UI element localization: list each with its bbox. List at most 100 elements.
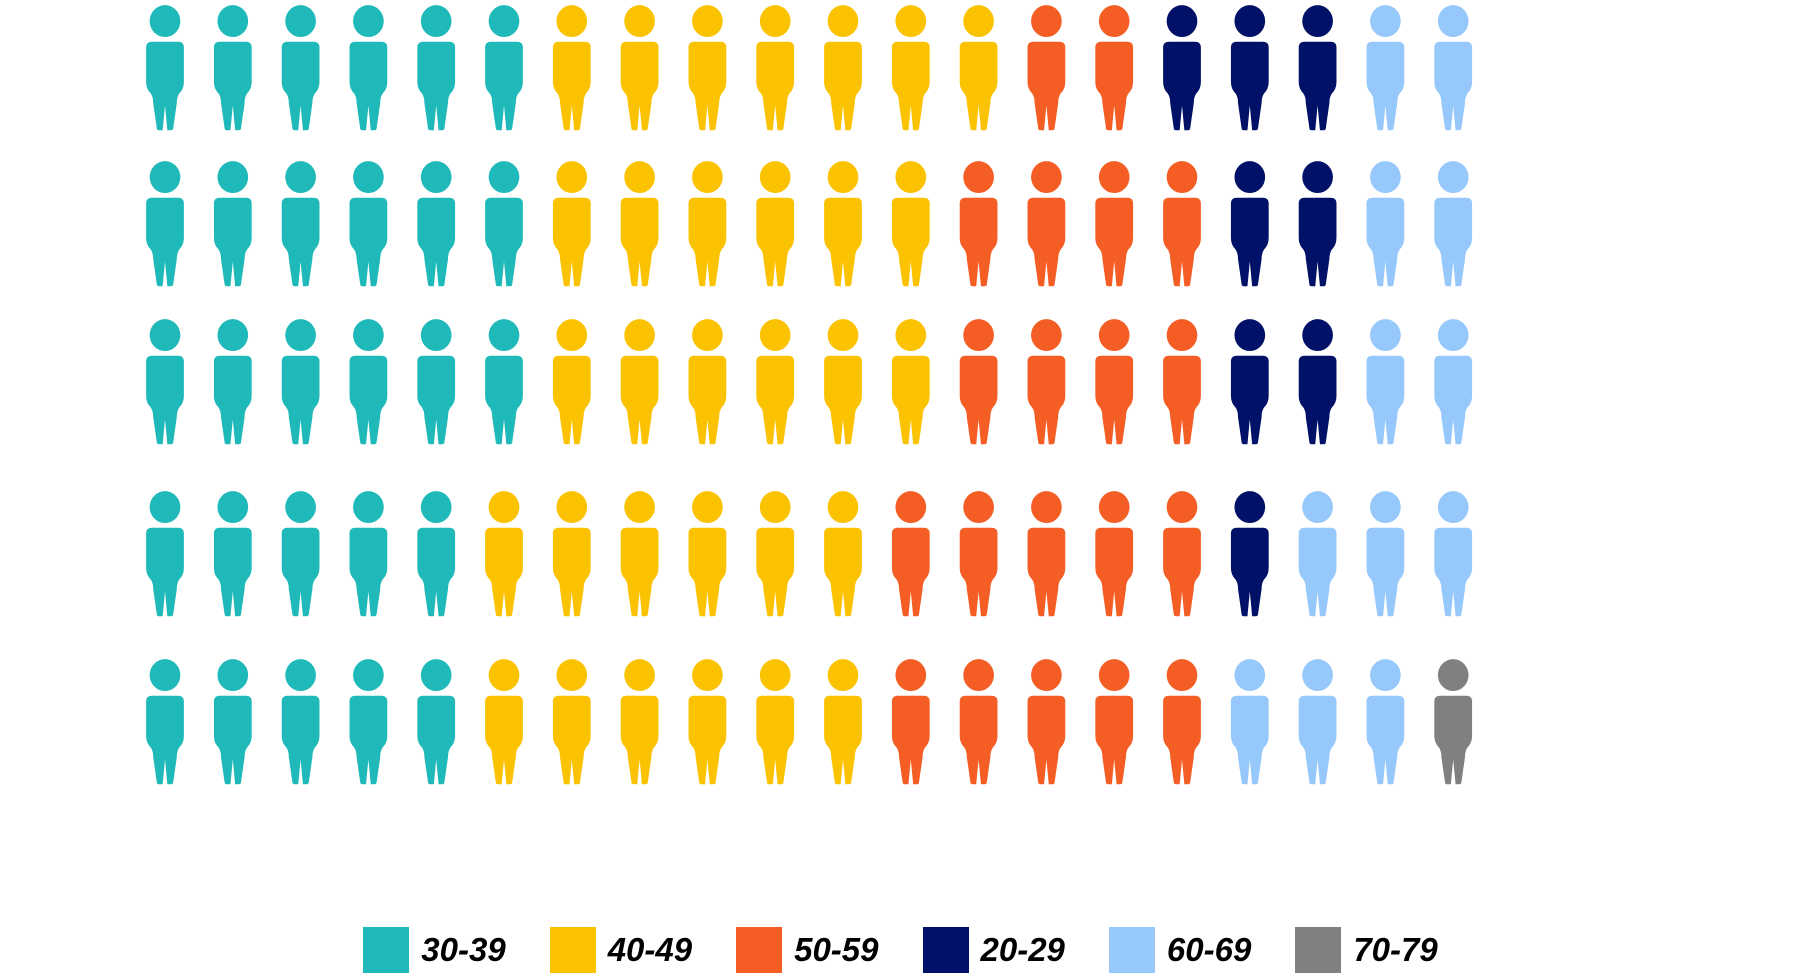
person-icon: [146, 5, 184, 131]
person-head: [285, 319, 316, 352]
person-body: [281, 197, 320, 287]
person-icon: [213, 319, 252, 445]
person-body: [756, 527, 795, 617]
person-head: [488, 161, 520, 194]
legend-swatch: [922, 927, 969, 973]
person-body: [1366, 695, 1405, 785]
person-icon: [756, 5, 795, 131]
person-icon: [1095, 5, 1134, 131]
person-head: [556, 161, 588, 194]
person-head: [149, 659, 181, 692]
person-icon: [1230, 659, 1269, 785]
person-body: [349, 355, 388, 445]
person-icon: [824, 491, 862, 617]
person-body: [1027, 197, 1066, 287]
person-icon: [1027, 319, 1066, 445]
person-icon: [1027, 491, 1066, 617]
person-body: [417, 355, 456, 445]
person-head: [624, 5, 655, 38]
person-icon: [1366, 161, 1405, 287]
person-head: [285, 659, 316, 692]
person-head: [1234, 5, 1266, 38]
person-icon: [349, 5, 388, 131]
person-body: [620, 41, 659, 131]
person-body: [213, 197, 252, 287]
person-body: [1230, 41, 1269, 131]
person-head: [420, 161, 452, 194]
person-body: [959, 695, 998, 785]
person-icon: [688, 659, 727, 785]
person-icon: [146, 491, 184, 617]
person-icon: [1095, 659, 1134, 785]
person-head: [692, 5, 723, 38]
person-body: [485, 197, 523, 287]
person-icon: [1163, 5, 1201, 131]
person-head: [1370, 491, 1401, 524]
legend-label: 60-69: [1166, 931, 1252, 968]
person-head: [217, 659, 249, 692]
legend-item: 20-29: [922, 927, 1065, 973]
person-head: [420, 319, 452, 352]
person-icon: [1027, 5, 1066, 131]
person-body: [1095, 527, 1134, 617]
person-icon: [1366, 5, 1405, 131]
person-body: [824, 41, 862, 131]
legend-item: 50-59: [736, 927, 879, 973]
person-head: [353, 319, 384, 352]
person-head: [1031, 5, 1062, 38]
person-icon: [281, 659, 320, 785]
person-icon: [146, 659, 184, 785]
person-icon: [281, 319, 320, 445]
person-body: [756, 197, 795, 287]
person-head: [149, 491, 181, 524]
person-head: [963, 161, 994, 194]
person-body: [1366, 527, 1405, 617]
person-body: [1095, 355, 1134, 445]
person-head: [488, 659, 520, 692]
person-body: [552, 41, 591, 131]
person-body: [891, 197, 930, 287]
person-icon: [824, 659, 862, 785]
person-body: [1230, 695, 1269, 785]
person-icon: [891, 319, 930, 445]
person-body: [620, 355, 659, 445]
person-head: [624, 659, 655, 692]
person-body: [620, 197, 659, 287]
person-body: [1298, 695, 1337, 785]
person-icon: [349, 491, 388, 617]
person-icon: [959, 5, 998, 131]
person-head: [1031, 319, 1062, 352]
person-head: [759, 5, 791, 38]
person-icon: [1434, 491, 1473, 617]
person-icon: [891, 659, 930, 785]
person-head: [624, 161, 655, 194]
person-head: [963, 659, 994, 692]
person-body: [213, 41, 252, 131]
person-body: [620, 695, 659, 785]
legend-item: 30-39: [363, 927, 506, 973]
person-head: [895, 319, 927, 352]
person-body: [1434, 695, 1473, 785]
person-icon: [1027, 161, 1066, 287]
person-icon: [213, 161, 252, 287]
person-body: [1095, 197, 1134, 287]
person-body: [1163, 41, 1201, 131]
person-head: [1031, 161, 1062, 194]
person-head: [556, 659, 588, 692]
person-icon: [959, 319, 998, 445]
legend-swatch: [1295, 927, 1342, 973]
person-head: [692, 161, 723, 194]
person-body: [824, 197, 862, 287]
person-icon: [824, 5, 862, 131]
legend-label: 70-79: [1353, 931, 1438, 968]
person-body: [281, 695, 320, 785]
person-body: [959, 41, 998, 131]
person-body: [959, 197, 998, 287]
person-head: [1437, 491, 1469, 524]
person-icon: [281, 491, 320, 617]
person-head: [759, 491, 791, 524]
person-head: [1166, 5, 1198, 38]
person-body: [552, 527, 591, 617]
person-icon: [891, 491, 930, 617]
person-icon: [552, 5, 591, 131]
